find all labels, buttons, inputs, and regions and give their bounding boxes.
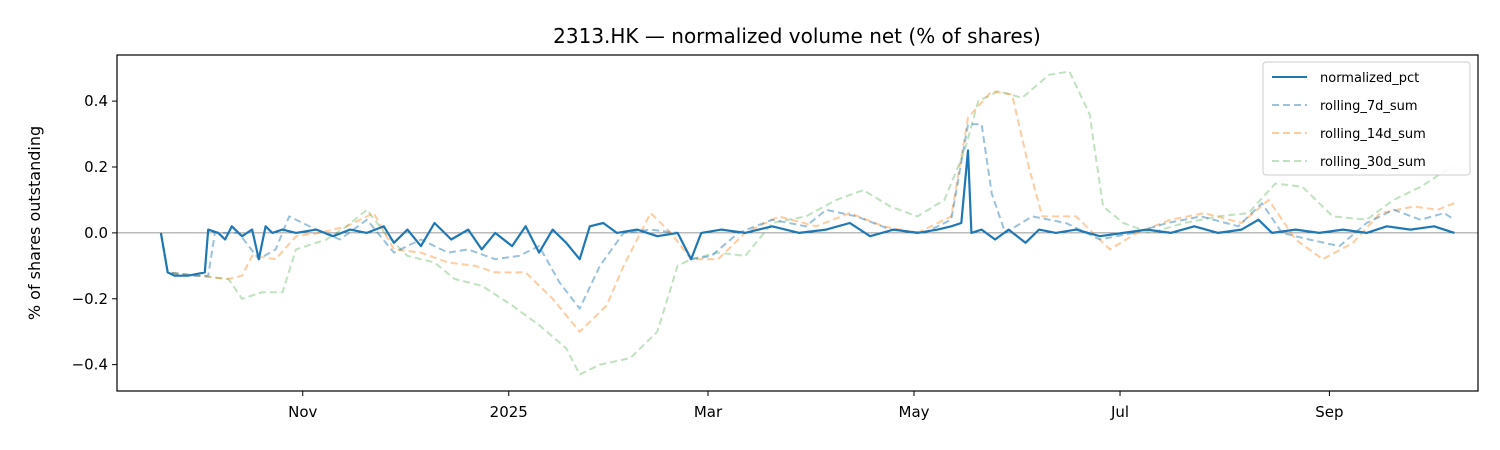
x-tick-label: Sep — [1315, 403, 1343, 421]
legend-label: rolling_14d_sum — [1320, 127, 1426, 142]
x-tick-label: May — [899, 403, 930, 421]
series-line-rolling-30d-sum — [159, 70, 1455, 376]
legend-item-rolling-14d-sum[interactable]: rolling_14d_sum — [1272, 127, 1426, 142]
x-tick-label: Jul — [1110, 403, 1129, 421]
series-group — [159, 70, 1455, 376]
legend-label: rolling_7d_sum — [1320, 99, 1418, 114]
x-tick-label: 2025 — [490, 403, 528, 421]
legend[interactable]: normalized_pct rolling_7d_sum rolling_14d_… — [1262, 61, 1471, 176]
y-tick-label: 0.0 — [84, 224, 108, 242]
legend-label: normalized_pct — [1320, 71, 1419, 86]
plot-frame — [116, 54, 1479, 392]
y-tick-label: −0.2 — [72, 290, 108, 308]
y-axis: −0.4 −0.2 0.0 0.2 0.4 — [72, 92, 117, 374]
y-tick-label: 0.4 — [84, 92, 108, 110]
legend-box — [1262, 61, 1471, 176]
legend-item-rolling-30d-sum[interactable]: rolling_30d_sum — [1272, 155, 1426, 170]
legend-label: rolling_30d_sum — [1320, 155, 1426, 170]
legend-item-rolling-7d-sum[interactable]: rolling_7d_sum — [1272, 99, 1418, 114]
y-tick-label: 0.2 — [84, 158, 108, 176]
y-axis-label: % of shares outstanding — [25, 126, 44, 320]
x-tick-label: Mar — [694, 403, 723, 421]
y-tick-label: −0.4 — [72, 356, 108, 374]
legend-item-normalized-pct[interactable]: normalized_pct — [1272, 71, 1419, 86]
chart-title: 2313.HK — normalized volume net (% of sh… — [553, 24, 1041, 48]
series-line-rolling-14d-sum — [159, 90, 1455, 333]
series-line-normalized-pct — [159, 149, 1455, 277]
x-axis: Nov 2025 Mar May Jul Sep — [288, 391, 1344, 421]
x-tick-label: Nov — [288, 403, 317, 421]
